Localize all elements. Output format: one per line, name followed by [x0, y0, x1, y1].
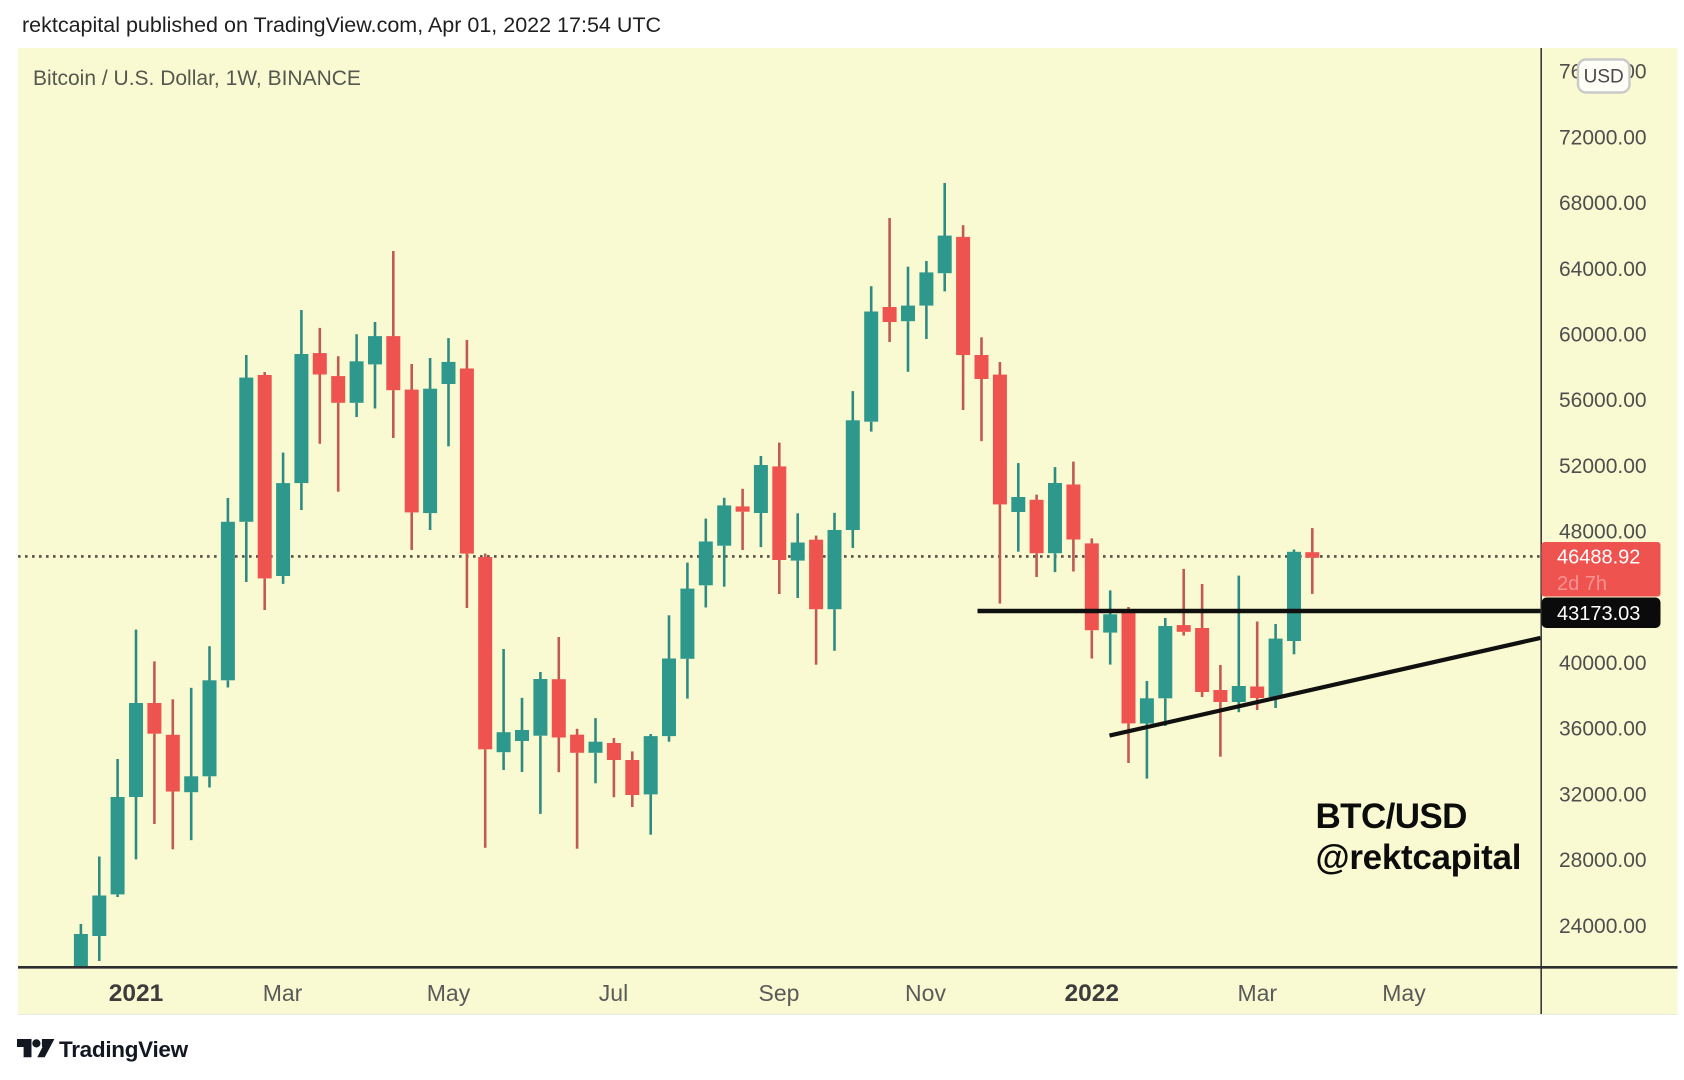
svg-text:56000.00: 56000.00 — [1559, 389, 1647, 412]
svg-text:Mar: Mar — [263, 980, 303, 1006]
svg-text:48000.00: 48000.00 — [1559, 521, 1647, 544]
svg-text:32000.00: 32000.00 — [1559, 783, 1647, 806]
svg-text:Jul: Jul — [599, 980, 628, 1006]
svg-text:Bitcoin / U.S. Dollar, 1W, BIN: Bitcoin / U.S. Dollar, 1W, BINANCE — [33, 67, 361, 90]
svg-text:May: May — [1382, 980, 1426, 1006]
svg-text:2021: 2021 — [109, 980, 164, 1007]
svg-text:43173.03: 43173.03 — [1557, 603, 1640, 625]
svg-text:2022: 2022 — [1065, 980, 1120, 1007]
svg-text:Mar: Mar — [1237, 980, 1277, 1006]
svg-text:64000.00: 64000.00 — [1559, 258, 1647, 281]
svg-text:60000.00: 60000.00 — [1559, 324, 1647, 347]
svg-text:@rektcapital: @rektcapital — [1316, 838, 1522, 877]
svg-text:24000.00: 24000.00 — [1559, 915, 1647, 938]
svg-text:TradingView: TradingView — [59, 1037, 189, 1062]
svg-text:2d 7h: 2d 7h — [1557, 573, 1607, 595]
svg-text:May: May — [427, 980, 471, 1006]
svg-text:Nov: Nov — [905, 980, 946, 1006]
svg-text:72000.00: 72000.00 — [1559, 126, 1647, 149]
svg-text:68000.00: 68000.00 — [1559, 192, 1647, 215]
svg-text:46488.92: 46488.92 — [1557, 547, 1640, 569]
svg-text:Sep: Sep — [759, 980, 800, 1006]
svg-text:28000.00: 28000.00 — [1559, 849, 1647, 872]
svg-text:BTC/USD: BTC/USD — [1316, 797, 1467, 836]
svg-text:USD: USD — [1584, 67, 1624, 88]
svg-text:36000.00: 36000.00 — [1559, 718, 1647, 741]
svg-text:52000.00: 52000.00 — [1559, 455, 1647, 478]
svg-text:40000.00: 40000.00 — [1559, 652, 1647, 675]
